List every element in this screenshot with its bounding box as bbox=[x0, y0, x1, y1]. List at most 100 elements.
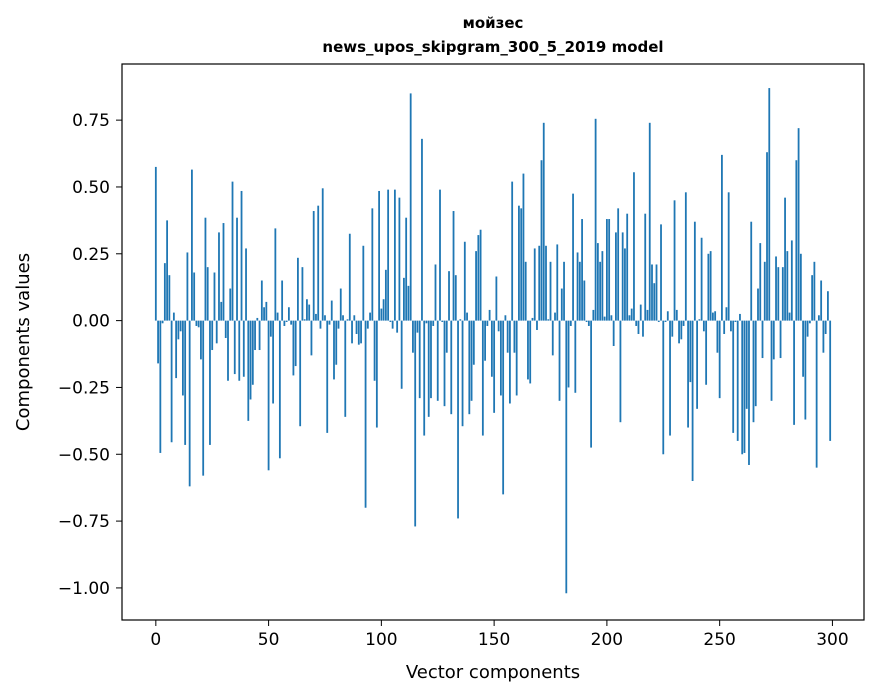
bar bbox=[470, 320, 473, 401]
bar bbox=[317, 205, 320, 321]
bar bbox=[211, 320, 214, 351]
bar bbox=[400, 320, 403, 389]
bar bbox=[445, 320, 448, 353]
bar bbox=[682, 320, 685, 326]
bar bbox=[396, 320, 399, 333]
bar bbox=[301, 267, 304, 321]
bar bbox=[781, 267, 784, 321]
bar bbox=[617, 208, 620, 321]
bar bbox=[802, 320, 804, 377]
y-tick-label: 0.25 bbox=[72, 245, 110, 265]
bar bbox=[700, 237, 703, 321]
bar bbox=[466, 312, 468, 321]
bar bbox=[220, 301, 223, 321]
bar bbox=[761, 320, 764, 359]
bar bbox=[324, 315, 326, 321]
y-axis: 0.75 0.50 0.25 0.00 −0.25 −0.50 −0.75 −1.00 bbox=[58, 111, 122, 599]
bar bbox=[384, 269, 387, 321]
bar bbox=[635, 320, 638, 326]
bar bbox=[247, 320, 250, 421]
bar bbox=[689, 320, 692, 383]
bar bbox=[461, 320, 464, 427]
x-axis: 0 50 100 150 200 250 300 bbox=[150, 620, 849, 650]
bar bbox=[657, 320, 660, 322]
bar bbox=[310, 320, 313, 356]
bar bbox=[430, 320, 432, 399]
bar bbox=[759, 243, 762, 321]
bar bbox=[639, 304, 642, 321]
bar bbox=[563, 261, 565, 321]
y-tick-label: 0.50 bbox=[72, 178, 110, 198]
bar bbox=[718, 320, 721, 399]
bar bbox=[427, 320, 430, 417]
bar bbox=[691, 320, 694, 481]
bar bbox=[294, 320, 297, 367]
bar bbox=[488, 309, 491, 321]
bar bbox=[439, 189, 441, 321]
bar bbox=[256, 317, 259, 321]
bar bbox=[592, 309, 595, 321]
bar bbox=[362, 245, 365, 321]
bar bbox=[569, 320, 572, 326]
bar bbox=[538, 245, 541, 321]
bar bbox=[200, 320, 202, 360]
bar bbox=[734, 320, 737, 322]
bar bbox=[671, 320, 674, 337]
bar bbox=[391, 320, 394, 329]
bar bbox=[472, 320, 475, 365]
x-tick-label: 0 bbox=[150, 630, 161, 650]
bar bbox=[403, 277, 405, 321]
bar bbox=[766, 152, 768, 321]
bar bbox=[195, 320, 198, 326]
bar bbox=[545, 245, 547, 321]
bar bbox=[434, 264, 437, 321]
bar bbox=[504, 315, 507, 321]
bar bbox=[817, 315, 820, 321]
bar bbox=[531, 317, 534, 321]
bar bbox=[249, 320, 252, 400]
bar bbox=[154, 166, 157, 321]
bar bbox=[448, 271, 450, 321]
bar bbox=[576, 252, 579, 321]
bar bbox=[678, 320, 680, 344]
bar bbox=[236, 217, 238, 321]
bar bbox=[795, 160, 798, 321]
bar bbox=[366, 320, 369, 329]
bar bbox=[653, 283, 656, 321]
bar bbox=[806, 320, 809, 337]
chart-title-line-1: мойзес bbox=[463, 14, 524, 32]
bar bbox=[292, 320, 295, 376]
bar bbox=[382, 299, 385, 321]
bar bbox=[615, 232, 617, 321]
bar bbox=[594, 118, 597, 321]
bar bbox=[554, 312, 556, 321]
bar bbox=[741, 320, 744, 455]
bar bbox=[335, 320, 338, 365]
bar bbox=[159, 320, 162, 453]
bar bbox=[626, 213, 629, 321]
bar bbox=[423, 320, 426, 436]
bar bbox=[269, 320, 272, 337]
bar bbox=[567, 320, 570, 388]
bar bbox=[274, 228, 277, 321]
bar bbox=[610, 315, 613, 321]
bar bbox=[242, 320, 245, 377]
bar bbox=[450, 320, 453, 415]
bar bbox=[596, 243, 599, 321]
bar bbox=[666, 311, 669, 321]
plot-frame bbox=[121, 63, 865, 621]
bar bbox=[493, 320, 496, 413]
bar bbox=[799, 253, 802, 321]
bar bbox=[409, 93, 412, 321]
bar bbox=[333, 320, 335, 380]
bar bbox=[457, 320, 459, 519]
bar bbox=[772, 320, 775, 360]
bar bbox=[459, 319, 462, 321]
bar bbox=[425, 320, 428, 324]
bar bbox=[380, 308, 383, 321]
bar bbox=[804, 320, 807, 420]
bar bbox=[306, 299, 308, 321]
bar bbox=[624, 248, 626, 321]
bar bbox=[725, 307, 728, 321]
